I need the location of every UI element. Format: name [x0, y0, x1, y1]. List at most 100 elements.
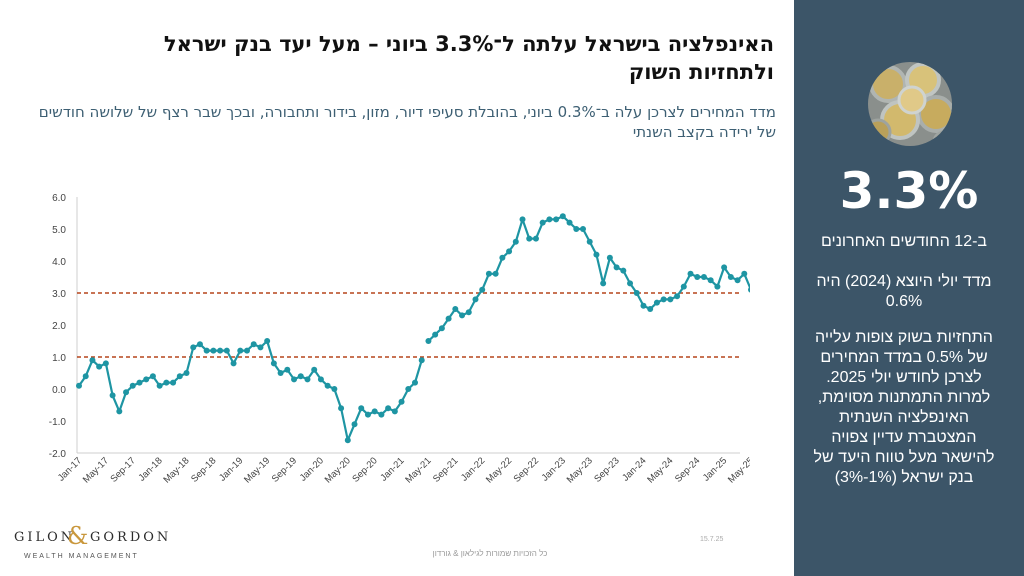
x-tick-label: Jan-25: [701, 455, 729, 483]
data-point: [351, 421, 358, 428]
data-point: [116, 408, 123, 415]
data-point: [472, 296, 479, 303]
data-point: [183, 370, 190, 376]
data-point: [620, 267, 627, 274]
x-tick-label: May-24: [645, 455, 675, 485]
data-point: [532, 235, 539, 242]
data-point: [640, 302, 647, 309]
data-point: [680, 283, 687, 290]
data-point: [223, 347, 230, 354]
x-tick-label: Jan-22: [459, 455, 487, 483]
data-point: [734, 277, 741, 284]
data-point: [143, 376, 150, 383]
x-tick-label: Jan-18: [136, 455, 164, 483]
data-point: [425, 338, 432, 344]
data-point: [633, 290, 640, 296]
data-point: [344, 437, 351, 444]
data-point: [647, 306, 654, 312]
slide-subtitle: מדד המחירים לצרכן עלה ב־0.3% ביוני, בהוב…: [38, 103, 776, 141]
brand-name-right: GORDON: [90, 530, 172, 545]
data-point: [371, 408, 378, 415]
data-point: [727, 274, 734, 280]
data-point: [573, 226, 580, 232]
data-point: [452, 306, 459, 312]
data-point: [600, 280, 607, 287]
data-point: [398, 398, 405, 405]
x-tick-label: May-22: [484, 455, 514, 485]
data-point: [291, 376, 298, 383]
data-point: [707, 277, 714, 284]
data-point: [358, 405, 365, 412]
data-point: [438, 325, 445, 332]
x-tick-label: Sep-18: [189, 455, 218, 484]
series-line: [78, 339, 423, 442]
brand-tagline: WEALTH MANAGEMENT: [24, 553, 139, 560]
data-point: [667, 296, 674, 303]
data-point: [244, 347, 250, 354]
x-tick-label: Jan-20: [298, 455, 326, 483]
x-tick-label: May-18: [161, 455, 191, 485]
data-point: [237, 347, 244, 354]
data-point: [546, 216, 553, 223]
data-point: [163, 379, 170, 386]
annual-inflation-value: 3.3%: [839, 162, 979, 220]
data-point: [405, 386, 412, 392]
data-point: [526, 235, 533, 242]
data-point: [459, 312, 466, 319]
data-point: [284, 366, 291, 373]
data-point: [230, 360, 237, 367]
data-point: [580, 226, 586, 232]
data-point: [203, 347, 210, 354]
data-point: [539, 219, 546, 226]
data-point: [492, 270, 499, 277]
y-tick-label: -2.0: [49, 449, 67, 460]
x-tick-label: Sep-17: [108, 455, 137, 484]
data-point: [653, 299, 660, 306]
data-point: [748, 286, 750, 293]
data-point: [102, 360, 109, 367]
footer-rights: כל הזכויות שמורות לגילאון & גורדון: [432, 549, 548, 558]
data-point: [613, 264, 620, 271]
data-point: [364, 411, 371, 418]
big-value-caption: ב-12 החודשים האחרונים: [821, 233, 987, 250]
data-point: [512, 238, 519, 245]
data-point: [311, 366, 318, 373]
data-point: [694, 274, 701, 280]
x-tick-label: Jan-24: [620, 455, 648, 483]
data-point: [479, 286, 486, 293]
data-point: [465, 309, 472, 316]
slide-date: 15.7.25: [700, 536, 724, 543]
x-tick-label: Sep-23: [592, 455, 621, 484]
x-tick-label: May-23: [565, 455, 595, 485]
last-year-july-note: מדד יולי היוצא (2024) היה 0.6%: [816, 273, 992, 310]
x-tick-label: May-25: [726, 455, 750, 485]
data-point: [485, 270, 492, 277]
x-tick-label: Sep-21: [431, 455, 460, 484]
data-point: [82, 373, 89, 380]
data-point: [109, 392, 116, 399]
y-tick-label: 5.0: [52, 225, 66, 236]
data-point: [385, 405, 392, 412]
data-point: [190, 344, 197, 351]
data-point: [606, 254, 613, 261]
y-tick-label: 0.0: [52, 385, 66, 396]
data-point: [378, 411, 385, 418]
data-point: [627, 280, 634, 287]
data-point: [721, 264, 728, 271]
data-point: [553, 216, 560, 223]
slide-title: האינפלציה בישראל עלתה ל־3.3% ביוני – מעל…: [163, 32, 774, 84]
data-point: [412, 379, 418, 386]
x-tick-label: May-21: [403, 455, 433, 485]
data-point: [519, 216, 526, 223]
data-point: [217, 347, 224, 354]
coins-photo: [868, 62, 952, 146]
y-tick-label: 6.0: [52, 193, 66, 204]
data-point: [418, 357, 425, 364]
data-point: [338, 405, 345, 412]
data-point: [700, 274, 707, 280]
data-point: [741, 270, 748, 277]
data-point: [96, 363, 103, 370]
data-point: [660, 296, 667, 303]
data-point: [674, 293, 681, 300]
data-point: [270, 360, 277, 367]
